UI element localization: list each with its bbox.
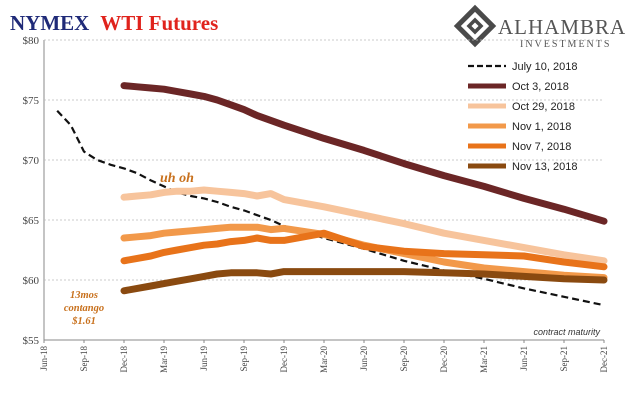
annotation-contango-line2: contango (64, 303, 104, 314)
chart-title-nymex: NYMEX (10, 11, 89, 35)
x-tick-label: Dec-21 (599, 346, 609, 373)
legend-label-nov7: Nov 7, 2018 (512, 141, 571, 153)
diamond-logo-icon (453, 4, 497, 48)
series-line-oct3 (120, 82, 608, 225)
x-tick-label: Jun-19 (199, 346, 209, 371)
y-tick-label: $80 (23, 35, 40, 47)
annotation-uh-oh: uh oh (160, 171, 194, 186)
legend-label-nov13: Nov 13, 2018 (512, 161, 577, 173)
x-tick-label: Dec-20 (439, 346, 449, 373)
x-tick-label: Sep-20 (399, 346, 409, 372)
alhambra-logo: ALHAMBRA INVESTMENTS (453, 4, 626, 50)
y-tick-label: $60 (23, 275, 40, 287)
y-tick-label: $55 (23, 335, 40, 347)
plot-area: $55 $60 $65 $70 $75 $80 Jun-18 Sep-18 Dec-18 Mar… (23, 35, 610, 373)
logo-name: ALHAMBRA (498, 15, 626, 39)
chart-title: NYMEX WTI Futures (10, 11, 218, 35)
x-tick-label: Mar-21 (479, 346, 489, 373)
series-line-jul10 (56, 110, 605, 307)
annotation-contango-line1: 13mos (70, 290, 98, 301)
legend-label-oct3: Oct 3, 2018 (512, 81, 569, 93)
legend-label-oct29: Oct 29, 2018 (512, 101, 575, 113)
x-tick-label: Sep-21 (559, 346, 569, 372)
legend: July 10, 2018 Oct 3, 2018 Oct 29, 2018 Nov … (468, 61, 577, 173)
annotation-contract-maturity: contract maturity (533, 327, 600, 337)
x-tick-label: Sep-19 (239, 346, 249, 372)
x-tick-label: Dec-18 (119, 346, 129, 373)
x-tick-label: Jun-18 (39, 346, 49, 371)
legend-label-nov1: Nov 1, 2018 (512, 121, 571, 133)
annotation-contango: 13mos contango $1.61 (64, 290, 104, 327)
x-tick-labels: Jun-18 Sep-18 Dec-18 Mar-19 Jun-19 Sep-19 Dec-… (39, 340, 609, 373)
series-line-nov13 (120, 268, 608, 295)
y-tick-label: $75 (23, 95, 40, 107)
x-tick-label: Mar-19 (159, 346, 169, 373)
series-line-nov7 (120, 229, 608, 271)
x-tick-label: Jun-20 (359, 346, 369, 371)
x-tick-label: Dec-19 (279, 346, 289, 373)
x-tick-label: Jun-21 (519, 346, 529, 371)
series-lines (56, 82, 608, 307)
series-line-oct29 (120, 186, 608, 265)
y-tick-label: $70 (23, 155, 40, 167)
legend-label-jul10: July 10, 2018 (512, 61, 577, 73)
gridlines (44, 39, 604, 281)
chart-title-wti: WTI Futures (100, 11, 218, 35)
series-line-nov1 (120, 223, 608, 282)
x-tick-label: Mar-20 (319, 346, 329, 373)
annotation-contango-line3: $1.61 (71, 316, 96, 327)
x-tick-label: Sep-18 (79, 346, 89, 372)
y-tick-label: $65 (23, 215, 40, 227)
y-tick-labels: $55 $60 $65 $70 $75 $80 (23, 35, 40, 347)
logo-sub: INVESTMENTS (520, 39, 611, 50)
